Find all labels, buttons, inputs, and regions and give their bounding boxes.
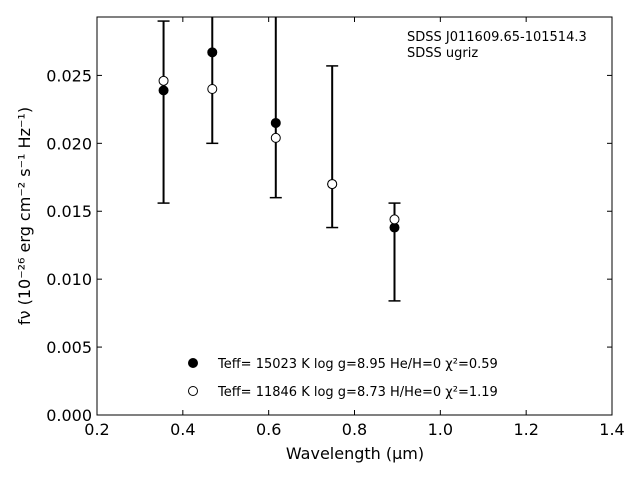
x-tick-label: 0.8 <box>342 420 367 439</box>
x-tick-label: 0.6 <box>256 420 281 439</box>
x-tick-label: 1.0 <box>428 420 453 439</box>
y-tick-label: 0.000 <box>46 406 92 425</box>
y-tick-label: 0.015 <box>46 202 92 221</box>
legend-entry-1: Teff= 15023 K log g=8.95 He/H=0 χ²=0.59 <box>217 357 498 372</box>
error-bars <box>157 17 401 302</box>
filled-point <box>207 47 218 58</box>
x-axis-label: Wavelength (μm) <box>286 444 424 463</box>
y-tick-label: 0.025 <box>46 66 92 85</box>
y-axis-label: fν (10⁻²⁶ erg cm⁻² s⁻¹ Hz⁻¹) <box>15 107 34 325</box>
y-axis-ticks: 0.000 0.005 0.010 0.015 0.020 0.025 <box>46 66 612 425</box>
series-2-points <box>158 75 400 225</box>
open-point <box>270 132 281 143</box>
legend-entry-2: Teff= 11846 K log g=8.73 H/He=0 χ²=1.19 <box>217 385 498 400</box>
filled-point <box>270 117 281 128</box>
x-tick-label: 1.4 <box>599 420 624 439</box>
photometry-annotation: SDSS ugriz <box>407 46 478 61</box>
legend: Teff= 15023 K log g=8.95 He/H=0 χ²=0.59 … <box>188 357 498 400</box>
open-point <box>158 75 169 86</box>
x-tick-label: 0.4 <box>170 420 195 439</box>
y-tick-label: 0.005 <box>46 338 92 357</box>
object-name-annotation: SDSS J011609.65-101514.3 <box>407 30 587 45</box>
open-point <box>389 214 400 225</box>
open-point <box>327 179 338 190</box>
y-tick-label: 0.010 <box>46 270 92 289</box>
filled-point <box>158 85 169 96</box>
open-point <box>207 83 218 94</box>
x-tick-label: 0.2 <box>84 420 109 439</box>
legend-open-marker <box>188 386 198 396</box>
plot-frame <box>96 16 613 416</box>
y-tick-label: 0.020 <box>46 134 92 153</box>
x-tick-label: 1.2 <box>513 420 538 439</box>
filled-point <box>389 222 400 233</box>
legend-filled-marker <box>188 358 198 368</box>
